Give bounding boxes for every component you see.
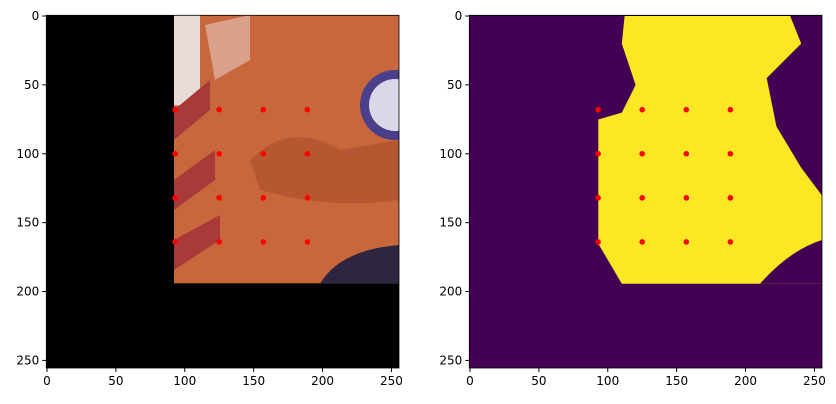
scatter-point bbox=[683, 195, 690, 201]
y-tick-label: 50 bbox=[447, 78, 462, 92]
x-tick-label: 150 bbox=[242, 374, 265, 388]
scatter-point bbox=[172, 106, 178, 113]
y-tick-label: 0 bbox=[32, 9, 40, 23]
scatter-point bbox=[639, 195, 646, 201]
scatter-point bbox=[727, 239, 734, 245]
scatter-point bbox=[260, 106, 267, 113]
x-tick-label: 250 bbox=[803, 374, 826, 388]
scatter-point bbox=[595, 150, 601, 157]
scatter-point bbox=[683, 150, 690, 157]
scatter-point bbox=[216, 239, 223, 245]
x-tick-label: 50 bbox=[531, 374, 546, 388]
y-tick-label: 200 bbox=[16, 285, 39, 299]
scatter-point bbox=[260, 239, 267, 245]
photo-image bbox=[46, 15, 400, 369]
x-tick-label: 100 bbox=[596, 374, 619, 388]
scatter-point bbox=[595, 195, 601, 201]
y-tick-label: 100 bbox=[439, 147, 462, 161]
mask-image bbox=[469, 15, 822, 369]
axes-frame bbox=[45, 14, 400, 369]
scatter-point bbox=[595, 239, 601, 245]
x-tick-label: 0 bbox=[43, 374, 51, 388]
x-tick-label: 250 bbox=[380, 374, 403, 388]
scatter-point bbox=[727, 106, 734, 113]
x-tick-label: 200 bbox=[311, 374, 334, 388]
scatter-point bbox=[304, 150, 311, 157]
y-tick-label: 100 bbox=[16, 147, 39, 161]
scatter-point bbox=[216, 150, 223, 157]
scatter-point bbox=[683, 106, 690, 113]
scatter-point bbox=[304, 195, 311, 201]
y-tick-label: 150 bbox=[16, 216, 39, 230]
y-tick-label: 250 bbox=[439, 353, 462, 367]
x-tick-label: 200 bbox=[734, 374, 757, 388]
x-tick-label: 0 bbox=[466, 374, 474, 388]
y-tick-label: 250 bbox=[16, 353, 39, 367]
x-tick-label: 50 bbox=[108, 374, 123, 388]
scatter-point bbox=[639, 239, 646, 245]
x-tick-label: 100 bbox=[173, 374, 196, 388]
scatter-point bbox=[727, 150, 734, 157]
scatter-point bbox=[216, 106, 223, 113]
y-tick-label: 200 bbox=[439, 285, 462, 299]
scatter-point bbox=[172, 195, 178, 201]
scatter-point bbox=[727, 195, 734, 201]
scatter-point bbox=[304, 239, 311, 245]
scatter-point bbox=[683, 239, 690, 245]
axes-frame bbox=[468, 14, 823, 369]
scatter-point bbox=[639, 106, 646, 113]
scatter-point bbox=[172, 239, 178, 245]
scatter-point bbox=[595, 106, 601, 113]
scatter-point bbox=[172, 150, 178, 157]
y-tick-label: 50 bbox=[24, 78, 39, 92]
x-tick-label: 150 bbox=[665, 374, 688, 388]
scatter-point bbox=[639, 150, 646, 157]
scatter-point bbox=[260, 195, 267, 201]
scatter-point bbox=[216, 195, 223, 201]
y-tick-label: 0 bbox=[455, 9, 463, 23]
scatter-point bbox=[304, 106, 311, 113]
scatter-point bbox=[260, 150, 267, 157]
y-tick-label: 150 bbox=[439, 216, 462, 230]
